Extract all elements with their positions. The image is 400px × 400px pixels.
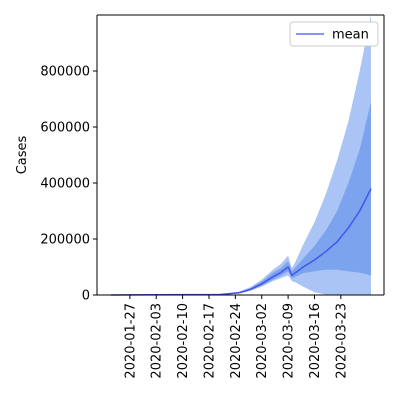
legend-box [289,21,379,47]
interval-bands [111,15,371,295]
y-tick-label: 400000 [40,177,90,192]
x-tick-label: 2020-03-23 [334,303,349,379]
y-axis-label: Cases [15,135,30,174]
x-tick-label: 2020-03-09 [282,303,297,379]
series-lines [110,188,372,296]
x-tick-label: 2020-03-16 [308,303,323,379]
legend: mean [289,21,379,47]
y-tick-label: 0 [82,289,90,304]
y-ticks: 0 200000 400000 600000 800000 [40,65,97,304]
x-tick-label: 2020-03-02 [255,303,270,379]
legend-label-mean: mean [332,28,369,43]
x-tick-label: 2020-02-17 [202,303,217,379]
series-line-mean [110,188,372,296]
y-tick-label: 200000 [40,233,90,248]
axes [96,14,385,296]
y-tick-label: 800000 [40,65,90,80]
x-tick-label: 2020-02-24 [229,303,244,379]
x-tick-label: 2020-02-10 [176,303,191,379]
x-tick-label: 2020-01-27 [123,303,138,379]
y-tick-label: 600000 [40,121,90,136]
x-ticks: 2020-01-27 2020-02-03 2020-02-10 2020-02-17… [123,295,349,379]
x-tick-label: 2020-02-03 [150,303,165,379]
